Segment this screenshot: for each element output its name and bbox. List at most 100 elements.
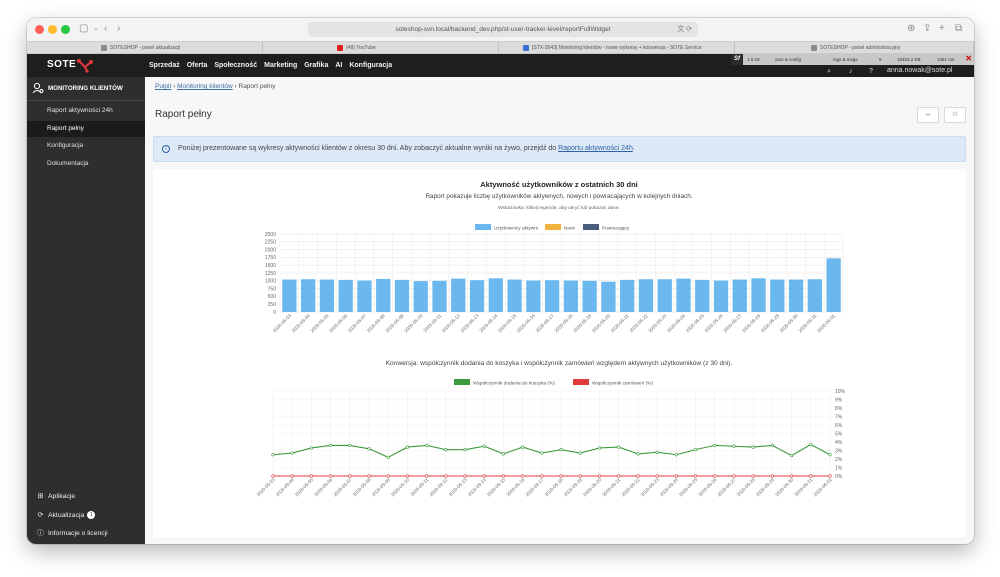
- data-point[interactable]: [290, 474, 294, 478]
- bar[interactable]: [732, 279, 747, 312]
- data-point[interactable]: [329, 474, 333, 478]
- breadcrumb-pulpit[interactable]: Pulpit: [155, 83, 172, 90]
- sidebar-item-dokumentacja[interactable]: Dokumentacja: [47, 160, 89, 167]
- data-point[interactable]: [770, 474, 774, 478]
- data-point[interactable]: [482, 474, 486, 478]
- bar[interactable]: [451, 278, 466, 312]
- data-point[interactable]: [713, 443, 717, 448]
- data-point[interactable]: [828, 453, 832, 457]
- debug-memory[interactable]: 18403.2 KB: [897, 57, 921, 62]
- alert-link-raport-24h[interactable]: Raportu aktywności 24h: [558, 145, 633, 152]
- data-point[interactable]: [597, 474, 602, 478]
- data-point[interactable]: [617, 474, 621, 478]
- legend-swatch[interactable]: [454, 379, 470, 385]
- bar[interactable]: [432, 280, 447, 312]
- bar[interactable]: [544, 280, 560, 312]
- browser-tab[interactable]: SOTESHOP - panel aktualizacji: [27, 42, 263, 54]
- browser-tab[interactable]: SOTESHOP - panel administracyjny: [735, 42, 974, 54]
- bar[interactable]: [357, 280, 372, 312]
- data-point[interactable]: [444, 474, 448, 478]
- menu-item-sprzedaz[interactable]: Sprzedaż: [149, 62, 180, 69]
- data-point[interactable]: [463, 448, 467, 452]
- zoom-window-button[interactable]: [61, 25, 70, 34]
- data-point[interactable]: [367, 474, 371, 478]
- data-point[interactable]: [693, 474, 698, 478]
- minimize-window-button[interactable]: [48, 25, 57, 34]
- data-point[interactable]: [309, 474, 314, 478]
- sidebar-item-konfiguracja[interactable]: Konfiguracja: [47, 142, 84, 149]
- legend-swatch[interactable]: [573, 379, 589, 385]
- data-point[interactable]: [348, 474, 352, 478]
- sidebar-item-aktualizacja[interactable]: ⟳ Aktualizacja 1: [36, 510, 96, 522]
- close-window-button[interactable]: [35, 25, 44, 34]
- breadcrumb-monitoring[interactable]: Monitoring klientów: [177, 83, 233, 90]
- tab-overview-icon[interactable]: ⧉: [955, 23, 963, 34]
- bar[interactable]: [788, 279, 804, 312]
- data-point[interactable]: [809, 442, 813, 447]
- data-point[interactable]: [463, 474, 467, 478]
- debug-vars-config[interactable]: vars & config: [775, 57, 802, 62]
- legend-swatch[interactable]: [583, 224, 599, 230]
- new-tab-icon[interactable]: +: [939, 23, 945, 34]
- data-point[interactable]: [501, 452, 506, 456]
- data-point[interactable]: [501, 474, 506, 478]
- data-point[interactable]: [597, 446, 602, 450]
- bar[interactable]: [526, 280, 541, 312]
- data-point[interactable]: [444, 448, 448, 452]
- data-point[interactable]: [828, 474, 832, 478]
- legend-swatch[interactable]: [475, 224, 491, 230]
- help-icon[interactable]: ?: [869, 68, 873, 75]
- bell-icon[interactable]: ♪: [849, 68, 853, 75]
- data-point[interactable]: [789, 454, 794, 458]
- close-icon[interactable]: ✕: [965, 54, 972, 63]
- bar[interactable]: [638, 279, 654, 312]
- data-point[interactable]: [271, 474, 275, 478]
- data-point[interactable]: [693, 448, 698, 452]
- bar[interactable]: [413, 281, 428, 312]
- data-point[interactable]: [636, 474, 640, 478]
- menu-item-oferta[interactable]: Oferta: [186, 62, 208, 69]
- data-point[interactable]: [578, 474, 582, 478]
- bar[interactable]: [620, 279, 635, 312]
- bar[interactable]: [807, 279, 822, 312]
- data-point[interactable]: [540, 474, 544, 478]
- data-point[interactable]: [809, 474, 813, 478]
- favorite-star-button[interactable]: ☆: [944, 107, 966, 123]
- bar[interactable]: [582, 280, 597, 312]
- debug-logs-msgs[interactable]: logs & msgs: [833, 57, 858, 62]
- bar[interactable]: [657, 279, 672, 312]
- data-point[interactable]: [348, 443, 352, 448]
- bar[interactable]: [394, 279, 410, 312]
- data-point[interactable]: [425, 474, 429, 478]
- data-point[interactable]: [751, 474, 755, 478]
- data-point[interactable]: [521, 474, 525, 478]
- bar[interactable]: [319, 279, 335, 312]
- data-point[interactable]: [789, 474, 794, 478]
- data-point[interactable]: [425, 443, 429, 448]
- bar[interactable]: [751, 278, 766, 312]
- translate-reload-icons[interactable]: 文 ⟳: [677, 26, 692, 33]
- sidebar-toggle-icon[interactable]: ▢: [79, 23, 89, 34]
- data-point[interactable]: [386, 474, 390, 478]
- bar[interactable]: [507, 279, 522, 312]
- data-point[interactable]: [655, 474, 659, 478]
- chevron-down-icon[interactable]: ⌄: [93, 25, 99, 32]
- data-point[interactable]: [405, 474, 410, 478]
- back-icon[interactable]: ‹: [104, 23, 108, 34]
- bar[interactable]: [676, 278, 691, 312]
- bar[interactable]: [563, 280, 579, 312]
- user-email[interactable]: anna.nowak@sote.pl: [887, 67, 953, 74]
- bar[interactable]: [469, 280, 485, 312]
- share-icon[interactable]: ⇪: [923, 23, 932, 34]
- data-point[interactable]: [540, 451, 544, 455]
- bar[interactable]: [770, 279, 785, 312]
- sidebar-item-raport-24h[interactable]: Raport aktywności 24h: [47, 107, 113, 114]
- browser-tab[interactable]: (48) YouTube: [263, 42, 499, 54]
- menu-item-ai[interactable]: AI: [335, 62, 343, 69]
- address-bar[interactable]: soteshop-svn.local/backend_dev.php/st-us…: [308, 22, 698, 37]
- bar[interactable]: [282, 279, 297, 312]
- data-point[interactable]: [309, 446, 314, 450]
- bar[interactable]: [695, 279, 710, 312]
- data-point[interactable]: [732, 474, 736, 478]
- data-point[interactable]: [290, 451, 294, 455]
